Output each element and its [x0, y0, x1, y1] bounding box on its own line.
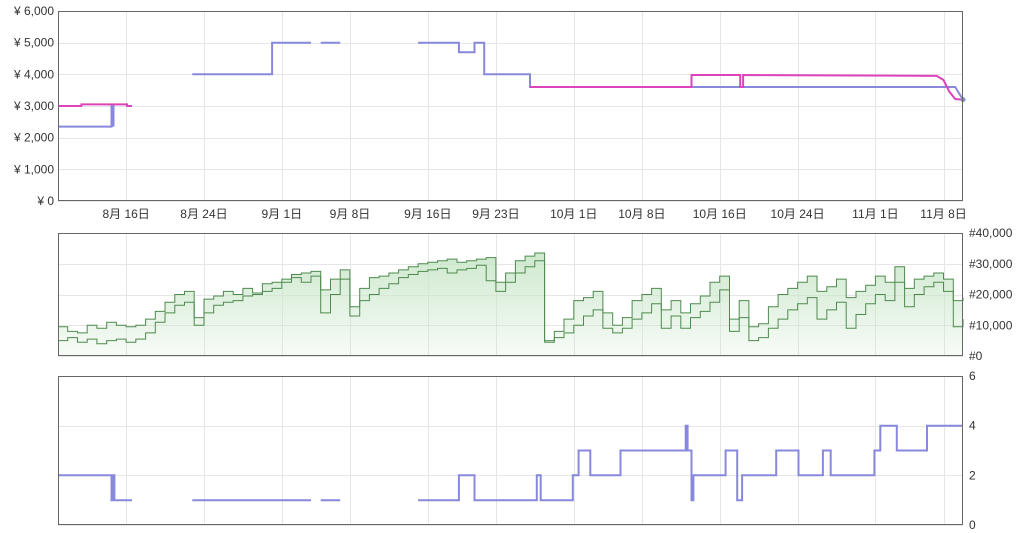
x-tick-label: 10月 1日: [550, 207, 597, 221]
y-tick-label: 2: [969, 468, 976, 482]
x-tick-label: 9月 16日: [404, 207, 451, 221]
series-1-segment: [418, 424, 963, 502]
series-2-segment: [530, 73, 964, 101]
y-tick-label: #20,000: [969, 288, 1013, 302]
chart-panel-2: #0 #10,000 #20,000 #30,000 #40,000: [58, 226, 1013, 363]
y-tick-label: ¥ 5,000: [13, 36, 54, 50]
plot-frame: [58, 11, 963, 201]
y-tick-label: ¥ 6,000: [13, 4, 54, 18]
y-tick-label: 4: [969, 419, 976, 433]
series-1-segment: [58, 474, 132, 502]
x-tick-label: 10月 24日: [771, 207, 825, 221]
chart-panel-1: ¥ 0 ¥ 1,000 ¥ 2,000 ¥ 3,000 ¥ 4,000 ¥ 5,000 ¥ …: [13, 4, 967, 221]
rank-area-fill: [58, 253, 963, 356]
x-tick-label: 11月 8日: [920, 207, 966, 221]
y-tick-label: ¥ 4,000: [13, 67, 54, 81]
x-tick-label: 8月 16日: [102, 207, 149, 221]
x-tick-label: 10月 16日: [693, 207, 747, 221]
plot-frame: [58, 376, 963, 525]
rank-series-line-2: [58, 260, 964, 345]
x-tick-label: 10月 8日: [618, 207, 665, 221]
x-tick-label: 9月 1日: [261, 207, 302, 221]
y-tick-label: 0: [969, 518, 976, 532]
y-tick-label: #40,000: [969, 226, 1013, 240]
y-tick-label: 6: [969, 369, 976, 383]
x-tick-label: 9月 23日: [472, 207, 519, 221]
y-tick-label: ¥ 0: [36, 194, 54, 208]
y-tick-label: #30,000: [969, 257, 1013, 271]
series-1-segment: [58, 105, 115, 128]
x-tick-label: 8月 24日: [180, 207, 227, 221]
x-tick-label: 9月 8日: [330, 207, 371, 221]
plot-frame: [58, 233, 963, 356]
y-tick-label: #0: [969, 349, 983, 363]
y-tick-label: #10,000: [969, 318, 1013, 332]
y-tick-label: ¥ 1,000: [13, 162, 54, 176]
series-2-segment: [58, 103, 132, 107]
y-tick-label: ¥ 2,000: [13, 131, 54, 145]
y-tick-label: ¥ 3,000: [13, 99, 54, 113]
series-1-segment: [192, 41, 311, 76]
x-tick-label: 11月 1日: [852, 207, 898, 221]
chart-panel-3: 0 2 4 6: [58, 369, 976, 532]
